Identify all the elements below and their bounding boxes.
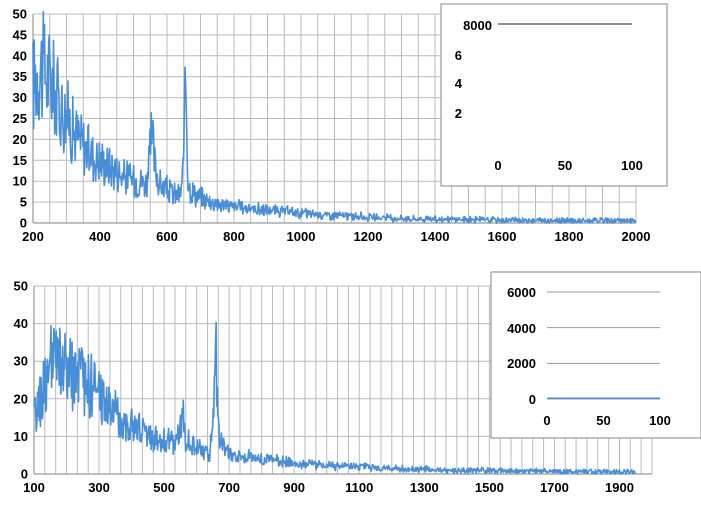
y-tick-label: 5: [20, 195, 27, 210]
inset-y-tick-label: 0: [529, 392, 536, 407]
x-tick-label: 1800: [555, 229, 584, 244]
x-tick-label: 1000: [287, 229, 316, 244]
x-tick-label: 900: [283, 480, 305, 495]
y-tick-label: 25: [13, 111, 27, 126]
x-tick-label: 300: [88, 480, 110, 495]
inset-chart: 0 2000 4000 6000 0 50 100: [490, 271, 701, 439]
x-tick-label: 2000: [622, 229, 651, 244]
y-tick-label: 10: [13, 174, 27, 189]
x-tick-label: 1900: [605, 480, 634, 495]
x-tick-label: 100: [23, 480, 45, 495]
y-tick-label: 50: [14, 279, 28, 294]
y-tick-label: 20: [13, 132, 27, 147]
y-tick-label: 20: [14, 391, 28, 406]
x-tick-label: 600: [156, 229, 178, 244]
series-line: [32, 10, 637, 224]
inset-y-tick-label: 6000: [507, 285, 536, 300]
x-tick-label: 500: [153, 480, 175, 495]
inset-y-tick-label: 2: [455, 106, 462, 121]
y-tick-label: 0: [21, 467, 28, 482]
series-line: [33, 321, 636, 475]
inset-x-tick-label: 0: [543, 413, 550, 428]
inset-frame: [440, 3, 668, 187]
x-tick-label: 1500: [475, 480, 504, 495]
inset-y-tick-label: 8000: [463, 18, 492, 33]
y-tick-label: 0: [20, 216, 27, 231]
y-tick-label: 50: [13, 7, 27, 22]
y-tick-label: 35: [13, 69, 27, 84]
y-tick-label: 40: [14, 316, 28, 331]
inset-y-tick-label: 6: [455, 48, 462, 63]
y-tick-label: 15: [13, 153, 27, 168]
x-tick-label: 1600: [488, 229, 517, 244]
y-tick-label: 30: [14, 354, 28, 369]
y-tick-label: 10: [14, 429, 28, 444]
y-tick-label: 30: [13, 90, 27, 105]
x-tick-label: 400: [89, 229, 111, 244]
inset-y-tick-label: 2000: [507, 356, 536, 371]
inset-y-tick-label: 4000: [507, 321, 536, 336]
x-tick-label: 1200: [354, 229, 383, 244]
inset-x-tick-label: 0: [494, 158, 501, 173]
x-tick-label: 1700: [540, 480, 569, 495]
inset-x-tick-label: 100: [649, 413, 671, 428]
inset-x-tick-label: 50: [558, 158, 572, 173]
y-tick-label: 45: [13, 27, 27, 42]
x-tick-label: 1300: [410, 480, 439, 495]
inset-x-tick-label: 50: [596, 413, 610, 428]
inset-frame: [490, 271, 701, 439]
x-tick-label: 1400: [421, 229, 450, 244]
inset-y-tick-label: 4: [455, 76, 463, 91]
x-tick-label: 700: [218, 480, 240, 495]
x-tick-label: 200: [22, 229, 44, 244]
y-tick-label: 40: [13, 48, 27, 63]
x-tick-label: 1100: [345, 480, 373, 495]
x-tick-label: 800: [223, 229, 245, 244]
inset-x-tick-label: 100: [621, 158, 643, 173]
